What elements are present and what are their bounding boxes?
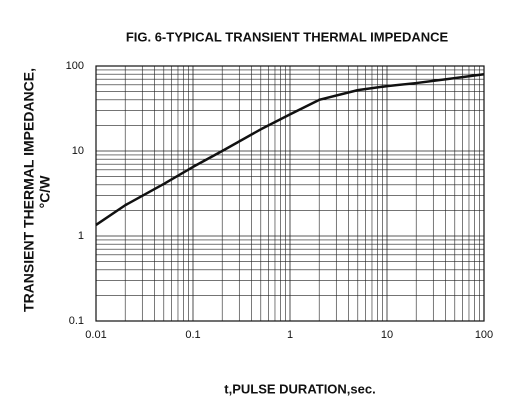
y-tick-label: 1 [78, 230, 84, 242]
x-tick-label: 1 [287, 329, 293, 341]
y-axis-label: TRANSIENT THERMAL IMPEDANCE, [21, 68, 37, 312]
y-tick-label: 10 [72, 145, 84, 157]
x-tick-label: 100 [475, 329, 493, 341]
data-line [95, 72, 485, 226]
chart-title: FIG. 6-TYPICAL TRANSIENT THERMAL IMPEDAN… [126, 29, 449, 44]
y-axis-unit: °C/W [37, 175, 53, 209]
x-tick-label: 10 [381, 329, 393, 341]
x-tick-label: 0.1 [185, 329, 200, 341]
y-tick-label: 100 [66, 60, 84, 72]
x-axis-label: t,PULSE DURATION,sec. [224, 381, 375, 396]
y-tick-label: 0.1 [69, 315, 84, 327]
plot-frame [95, 65, 485, 322]
x-tick-label: 0.01 [85, 329, 106, 341]
